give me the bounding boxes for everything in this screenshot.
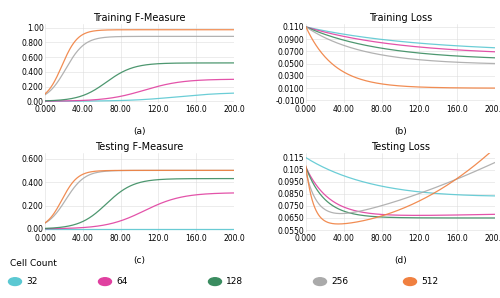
Text: Cell Count: Cell Count bbox=[10, 259, 57, 268]
Text: 64: 64 bbox=[116, 277, 128, 286]
Title: Testing Loss: Testing Loss bbox=[371, 142, 430, 152]
Title: Testing F-Measure: Testing F-Measure bbox=[96, 142, 184, 152]
Text: (b): (b) bbox=[394, 127, 407, 136]
Text: (d): (d) bbox=[394, 256, 407, 265]
Title: Training F-Measure: Training F-Measure bbox=[94, 13, 186, 23]
Text: 512: 512 bbox=[421, 277, 438, 286]
Title: Training Loss: Training Loss bbox=[369, 13, 432, 23]
Text: (c): (c) bbox=[134, 256, 145, 265]
Text: (a): (a) bbox=[134, 127, 146, 136]
Text: 256: 256 bbox=[331, 277, 348, 286]
Text: 128: 128 bbox=[226, 277, 243, 286]
Text: 32: 32 bbox=[26, 277, 38, 286]
